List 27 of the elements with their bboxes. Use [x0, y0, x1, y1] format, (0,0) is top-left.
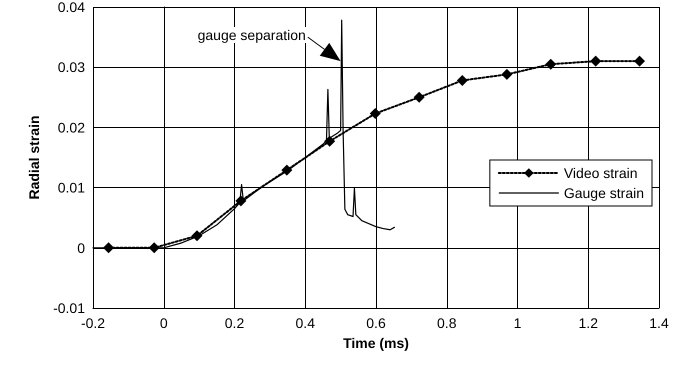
x-tick-label: 0.8: [437, 315, 457, 331]
point: [456, 74, 468, 86]
y-tick-label: 0.02: [58, 119, 86, 136]
y-tick-label: 0: [77, 240, 86, 256]
x-tick-label: 1.4: [649, 315, 669, 331]
legend-label: Gauge strain: [564, 185, 644, 201]
y-tick-label: 0.03: [58, 59, 86, 76]
point: [545, 58, 556, 70]
y-tick-label: -0.01: [53, 300, 86, 316]
y-tick-label: 0.04: [58, 0, 86, 15]
point: [501, 68, 512, 80]
x-tick-label: 0.6: [366, 315, 386, 331]
x-tick-label: 0.2: [224, 315, 244, 331]
point: [590, 56, 602, 67]
legend-label: Video strain: [564, 165, 638, 181]
x-tick-label: 1: [514, 315, 522, 331]
x-tick-label: -0.2: [80, 315, 106, 331]
x-tick-label: 0.4: [296, 315, 316, 331]
point: [634, 56, 646, 67]
annotation: gauge separation: [198, 27, 306, 44]
x-tick-label: 1.2: [578, 315, 598, 331]
y-axis-title: Radial strain: [26, 115, 42, 200]
x-axis-title: Time (ms): [343, 335, 409, 351]
x-tick-label: 0: [160, 315, 168, 331]
point: [414, 92, 425, 103]
point: [370, 108, 381, 120]
y-tick-label: 0.01: [58, 180, 86, 196]
